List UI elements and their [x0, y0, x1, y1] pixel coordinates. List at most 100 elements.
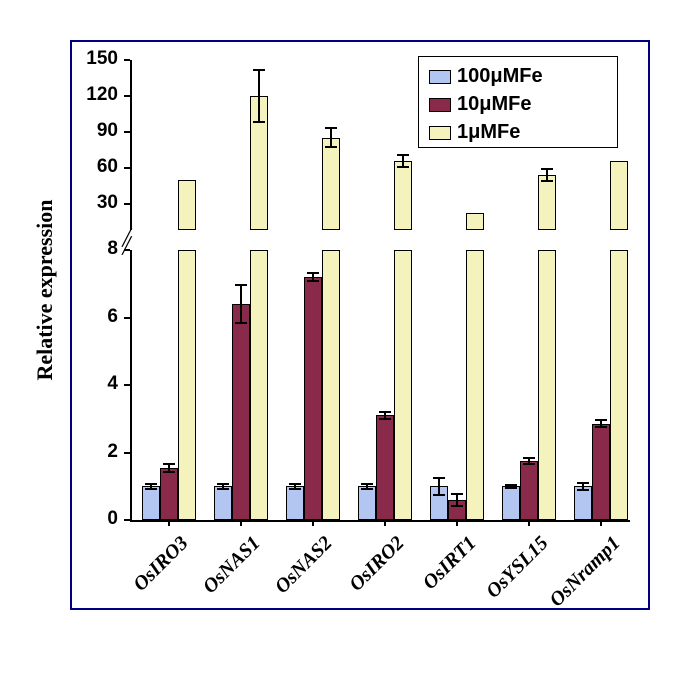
- bar-lower: [394, 250, 412, 520]
- bar: [592, 424, 610, 520]
- bar: [358, 486, 376, 520]
- y-axis-lower: [130, 250, 132, 520]
- y-tick-label: 60: [74, 156, 118, 178]
- error-cap: [523, 463, 535, 465]
- error-cap: [145, 488, 157, 490]
- error-cap: [379, 411, 391, 413]
- bar: [574, 486, 592, 520]
- bar-lower: [322, 250, 340, 520]
- bar-lower: [466, 250, 484, 520]
- error-cap: [523, 457, 535, 459]
- y-tick-label: 0: [74, 508, 118, 530]
- bar: [160, 468, 178, 520]
- x-tick: [240, 520, 242, 526]
- y-tick-label: 4: [74, 373, 118, 395]
- legend-row: 10μMFe: [429, 93, 531, 116]
- error-cap: [433, 477, 445, 479]
- chart-container: { "frame": { "left": 70, "top": 40, "wid…: [0, 0, 685, 685]
- legend-swatch: [429, 126, 451, 140]
- error-cap: [289, 483, 301, 485]
- error-cap: [325, 146, 337, 148]
- bar-upper: [178, 180, 196, 230]
- error-cap: [361, 483, 373, 485]
- y-tick-label: 2: [74, 441, 118, 463]
- y-tick: [124, 384, 130, 386]
- y-tick-label: 30: [74, 192, 118, 214]
- bar-lower: [250, 250, 268, 520]
- legend-swatch: [429, 70, 451, 84]
- legend-label: 100μMFe: [457, 65, 543, 88]
- y-tick: [124, 95, 130, 97]
- bar: [520, 461, 538, 520]
- y-tick-label: 150: [74, 48, 118, 70]
- x-tick: [168, 520, 170, 526]
- x-tick: [384, 520, 386, 526]
- y-tick: [124, 59, 130, 61]
- bar: [376, 415, 394, 520]
- error-cap: [217, 488, 229, 490]
- error-bar: [438, 478, 440, 495]
- y-tick-label: 120: [74, 84, 118, 106]
- error-cap: [253, 69, 265, 71]
- error-cap: [163, 463, 175, 465]
- y-tick: [124, 519, 130, 521]
- bar-upper: [538, 175, 556, 230]
- y-tick-label: 8: [74, 238, 118, 260]
- error-cap: [595, 419, 607, 421]
- x-tick: [600, 520, 602, 526]
- bar-upper: [610, 161, 628, 230]
- x-tick: [528, 520, 530, 526]
- legend-swatch: [429, 98, 451, 112]
- error-bar: [240, 285, 242, 322]
- legend-row: 100μMFe: [429, 65, 543, 88]
- legend-label: 10μMFe: [457, 93, 531, 116]
- error-cap: [163, 471, 175, 473]
- error-cap: [451, 493, 463, 495]
- bar: [214, 486, 232, 520]
- y-tick: [124, 131, 130, 133]
- x-tick: [312, 520, 314, 526]
- error-cap: [307, 272, 319, 274]
- error-cap: [235, 284, 247, 286]
- y-axis-upper: [130, 60, 132, 230]
- error-cap: [595, 426, 607, 428]
- error-cap: [433, 494, 445, 496]
- y-axis-title: Relative expression: [32, 180, 58, 400]
- bar-lower: [538, 250, 556, 520]
- y-tick-label: 6: [74, 306, 118, 328]
- error-cap: [541, 168, 553, 170]
- y-tick: [124, 317, 130, 319]
- error-cap: [217, 483, 229, 485]
- y-tick: [124, 167, 130, 169]
- bar-upper: [466, 213, 484, 230]
- error-cap: [235, 322, 247, 324]
- legend-label: 1μMFe: [457, 121, 520, 144]
- error-cap: [505, 484, 517, 486]
- y-tick: [124, 203, 130, 205]
- x-axis: [130, 520, 630, 522]
- error-cap: [145, 483, 157, 485]
- error-cap: [289, 488, 301, 490]
- error-cap: [361, 488, 373, 490]
- x-tick: [456, 520, 458, 526]
- error-cap: [325, 127, 337, 129]
- error-bar: [330, 128, 332, 147]
- bar: [304, 277, 322, 520]
- y-tick-label: 90: [74, 120, 118, 142]
- error-cap: [505, 487, 517, 489]
- bar: [232, 304, 250, 520]
- y-tick: [124, 249, 130, 251]
- bar-upper: [322, 138, 340, 230]
- bar-upper: [394, 161, 412, 230]
- error-cap: [253, 121, 265, 123]
- error-cap: [577, 482, 589, 484]
- legend: 100μMFe 10μMFe 1μMFe: [418, 56, 618, 148]
- bar-lower: [610, 250, 628, 520]
- error-bar: [258, 70, 260, 123]
- axis-break-mark: ╱: [122, 236, 132, 256]
- legend-row: 1μMFe: [429, 121, 520, 144]
- error-cap: [577, 489, 589, 491]
- error-cap: [451, 505, 463, 507]
- bar: [502, 486, 520, 520]
- error-cap: [307, 280, 319, 282]
